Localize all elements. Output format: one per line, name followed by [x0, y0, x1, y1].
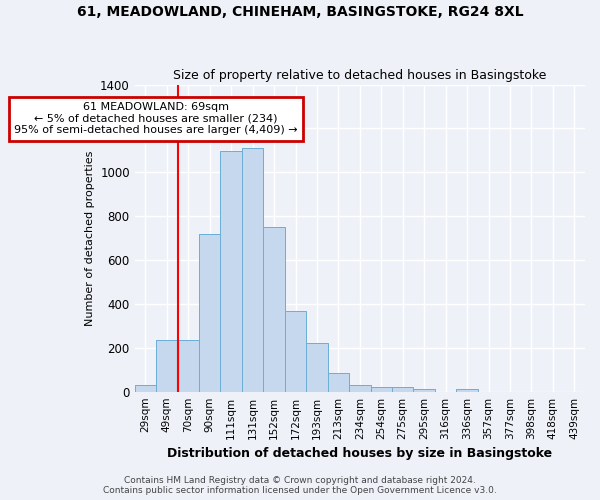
Text: 61, MEADOWLAND, CHINEHAM, BASINGSTOKE, RG24 8XL: 61, MEADOWLAND, CHINEHAM, BASINGSTOKE, R… — [77, 5, 523, 19]
Bar — [457, 390, 478, 392]
X-axis label: Distribution of detached houses by size in Basingstoke: Distribution of detached houses by size … — [167, 447, 553, 460]
Y-axis label: Number of detached properties: Number of detached properties — [85, 150, 95, 326]
Bar — [156, 340, 178, 392]
Title: Size of property relative to detached houses in Basingstoke: Size of property relative to detached ho… — [173, 69, 547, 82]
Bar — [242, 148, 263, 392]
Bar — [306, 344, 328, 392]
Bar — [263, 227, 285, 392]
Bar — [285, 310, 306, 392]
Bar — [371, 388, 392, 392]
Text: 61 MEADOWLAND: 69sqm
← 5% of detached houses are smaller (234)
95% of semi-detac: 61 MEADOWLAND: 69sqm ← 5% of detached ho… — [14, 102, 298, 136]
Bar — [199, 234, 220, 392]
Text: Contains HM Land Registry data © Crown copyright and database right 2024.
Contai: Contains HM Land Registry data © Crown c… — [103, 476, 497, 495]
Bar — [328, 373, 349, 392]
Bar — [349, 385, 371, 392]
Bar — [178, 340, 199, 392]
Bar — [413, 390, 435, 392]
Bar — [134, 385, 156, 392]
Bar — [220, 152, 242, 392]
Bar — [392, 388, 413, 392]
